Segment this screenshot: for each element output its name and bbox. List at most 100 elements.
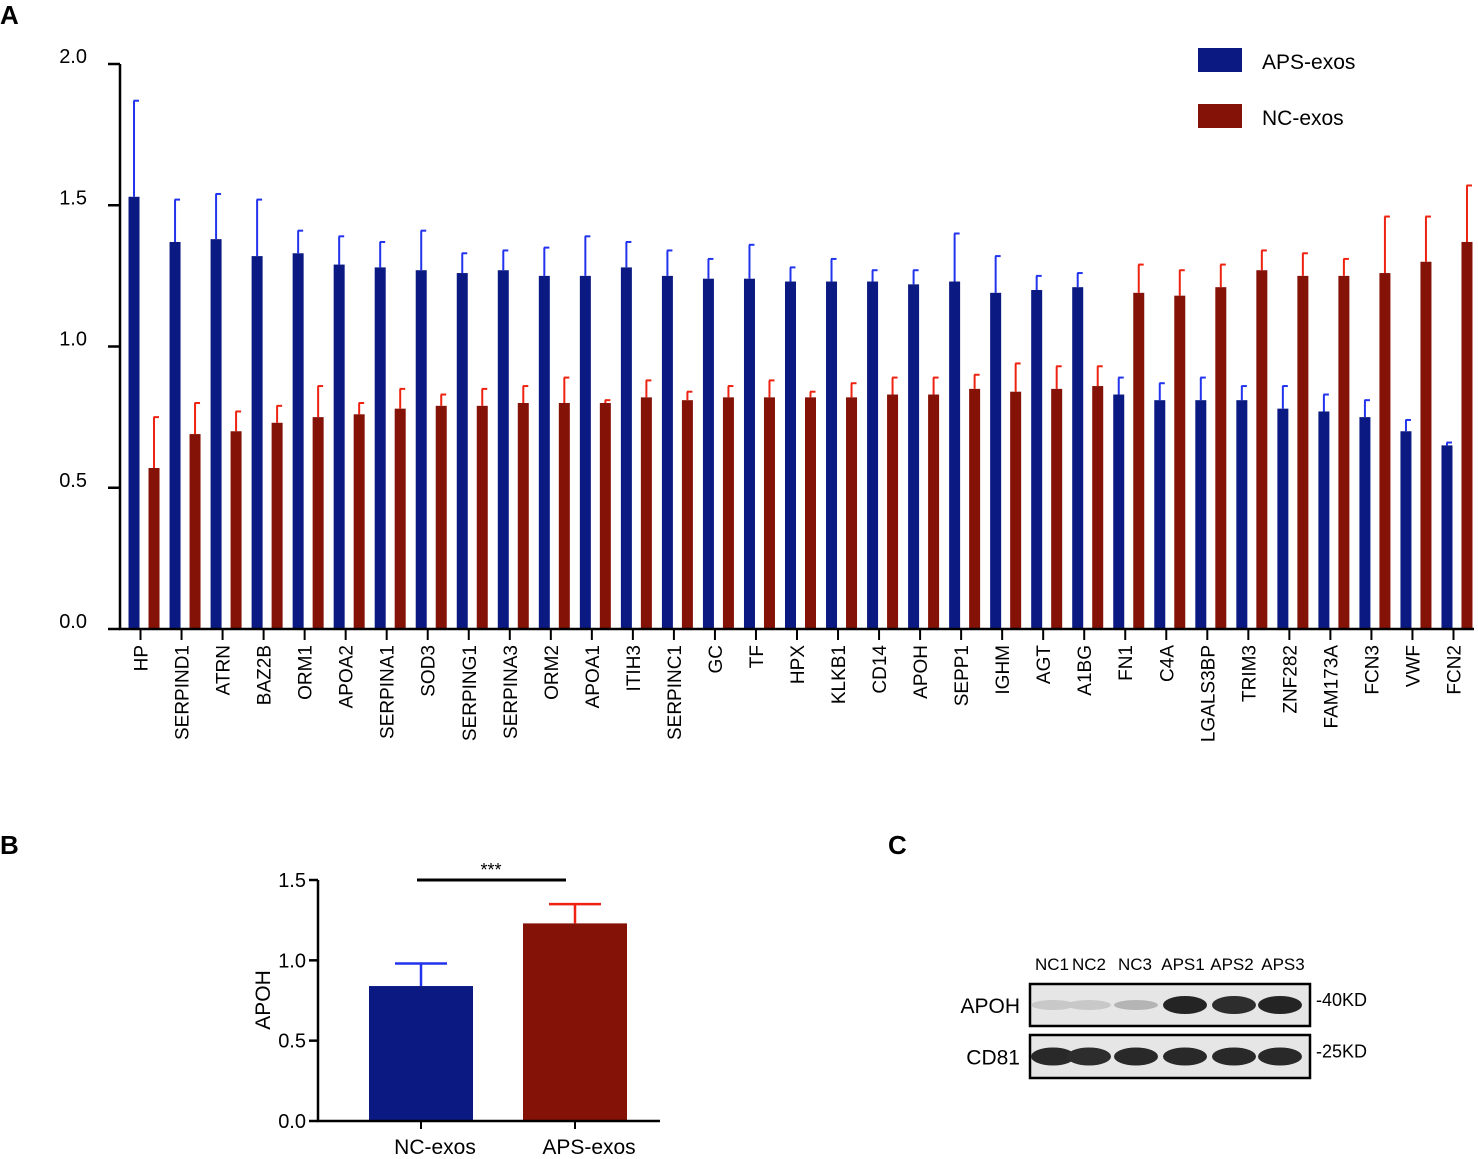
- bar-nc-serpina1: [394, 408, 406, 629]
- panel-b-bars: [369, 902, 627, 1121]
- bar-aps-lgals3bp: [1195, 400, 1207, 629]
- bar-nc-hp: [148, 467, 160, 629]
- y-tick-label: 1.5: [59, 187, 87, 209]
- panel-c-western-blot: NC1 NC2 NC3 APS1 APS2 APS3 APOH -40KD CD81 -25KD: [960, 955, 1367, 1080]
- category-label: ORM2: [542, 645, 563, 700]
- category-label: ITIH3: [624, 645, 645, 691]
- bar-nc-znf282: [1297, 275, 1309, 629]
- y-tick-label: 2.0: [59, 46, 87, 68]
- blot-lane-label: NC3: [1118, 955, 1152, 974]
- bar-nc-tf: [763, 397, 775, 629]
- y-tick-label: 0.0: [278, 1111, 306, 1133]
- category-label: ZNF282: [1280, 645, 1301, 714]
- category-label: TF: [747, 645, 768, 668]
- category-label: APOA1: [583, 645, 604, 708]
- blot-band: [1212, 996, 1256, 1014]
- blot-row-label: CD81: [966, 1047, 1020, 1070]
- blot-band: [1163, 1047, 1207, 1066]
- category-label: FCN2: [1444, 645, 1465, 695]
- panel-a-letter: A: [0, 0, 19, 30]
- y-tick-label: 1.0: [59, 329, 87, 351]
- bar-nc-vwf: [1420, 261, 1432, 629]
- bar-nc-hpx: [805, 397, 816, 629]
- blot-band: [1067, 1047, 1111, 1066]
- bar-nc-lgals3bp: [1215, 287, 1227, 629]
- category-label: C4A: [1157, 645, 1178, 682]
- bar-nc-a1bg: [1092, 386, 1104, 629]
- bar-nc-serpina3: [517, 403, 529, 629]
- category-label: APS-exos: [542, 1136, 635, 1159]
- blot-lane-label: APS3: [1261, 955, 1304, 974]
- bar-aps-fcn2: [1441, 445, 1453, 629]
- panel-a-categories: HP SERPIND1 ATRN BAZ2B ORM1 APOA2 SERPINA1 SOD3…: [132, 629, 1465, 742]
- category-label: FAM173A: [1321, 645, 1342, 729]
- bar-nc-baz2b: [271, 422, 283, 629]
- panel-a-y-ticks: 0.0 0.5 1.0 1.5 2.0: [59, 46, 120, 633]
- category-label: SERPINA3: [501, 645, 522, 739]
- bar-nc-itih3: [640, 397, 652, 629]
- category-label: NC-exos: [394, 1136, 476, 1159]
- category-label: FN1: [1116, 645, 1137, 681]
- bar-aps-c4a: [1154, 400, 1166, 629]
- bar-aps-cd14: [867, 281, 879, 629]
- blot-band: [1258, 1047, 1302, 1066]
- bar-aps-apoa2: [333, 264, 345, 629]
- blot-lane-label: APS2: [1210, 955, 1253, 974]
- category-label: SEPP1: [952, 645, 973, 706]
- bar-nc-cd14: [887, 394, 899, 629]
- blot-band: [1163, 996, 1207, 1014]
- bar-nc-fcn2: [1461, 241, 1473, 629]
- category-label: HP: [132, 645, 153, 671]
- bar-aps-serpind1: [169, 241, 181, 629]
- panel-b-y-ticks: 0.0 0.5 1.0 1.5: [278, 870, 318, 1133]
- category-label: CD14: [870, 645, 891, 694]
- panel-a-bars: [128, 99, 1473, 629]
- blot-lane-label: NC1: [1035, 955, 1069, 974]
- category-label: GC: [706, 645, 727, 674]
- category-label: SERPING1: [460, 645, 481, 741]
- panel-a-legend: APS-exos NC-exos: [1198, 48, 1355, 130]
- category-label: BAZ2B: [255, 645, 276, 705]
- bar-nc-apoh: [928, 394, 940, 629]
- bar-nc-orm1: [312, 417, 324, 629]
- panel-b-bar-chart: 0.0 0.5 1.0 1.5 APOH *** NC-exos APS-exos: [252, 860, 660, 1159]
- category-label: TRIM3: [1239, 645, 1260, 702]
- bar-aps-atrn: [210, 239, 222, 629]
- bar-aps-apoh: [908, 284, 920, 629]
- bar-aps-a1bg: [1072, 287, 1084, 629]
- bar-aps-serpinc1: [661, 275, 673, 629]
- legend-aps-label: APS-exos: [1262, 51, 1355, 74]
- category-label: A1BG: [1075, 645, 1096, 696]
- legend-nc-swatch: [1198, 104, 1242, 128]
- y-tick-label: 0.5: [278, 1031, 306, 1053]
- bar-nc-serpind1: [189, 434, 201, 629]
- panel-b-y-label: APOH: [252, 970, 275, 1030]
- bar-aps-orm2: [538, 275, 550, 629]
- bar-nc-fcn3: [1379, 273, 1391, 629]
- bar-nc-agt: [1051, 388, 1063, 629]
- y-tick-label: 0.0: [59, 611, 87, 633]
- bar-aps-hpx: [785, 281, 796, 629]
- bar-aps-exos: [523, 923, 627, 1121]
- significance-label: ***: [480, 860, 501, 880]
- blot-lane-label: APS1: [1161, 955, 1204, 974]
- blot-band: [1114, 1047, 1158, 1066]
- blot-rows: APOH -40KD CD81 -25KD: [960, 982, 1367, 1080]
- category-label: SERPINC1: [665, 645, 686, 740]
- bar-aps-sepp1: [949, 281, 961, 629]
- bar-nc-serpinc1: [681, 400, 693, 629]
- bar-nc-gc: [722, 397, 734, 629]
- bar-nc-orm2: [558, 403, 570, 629]
- panel-a-bar-chart: 0.0 0.5 1.0 1.5 2.0 HP SERPIND1 ATRN BAZ2B ORM1 A…: [59, 46, 1474, 742]
- bar-aps-baz2b: [251, 256, 263, 629]
- bar-nc-ighm: [1010, 391, 1022, 629]
- bar-aps-fn1: [1113, 394, 1125, 629]
- bar-aps-vwf: [1400, 431, 1412, 629]
- blot-lane-label: NC2: [1072, 955, 1106, 974]
- bar-aps-sod3: [415, 270, 427, 629]
- bar-aps-serpina1: [374, 267, 386, 629]
- bar-aps-klkb1: [826, 281, 838, 629]
- bar-aps-fcn3: [1359, 417, 1371, 629]
- bar-nc-c4a: [1174, 295, 1186, 629]
